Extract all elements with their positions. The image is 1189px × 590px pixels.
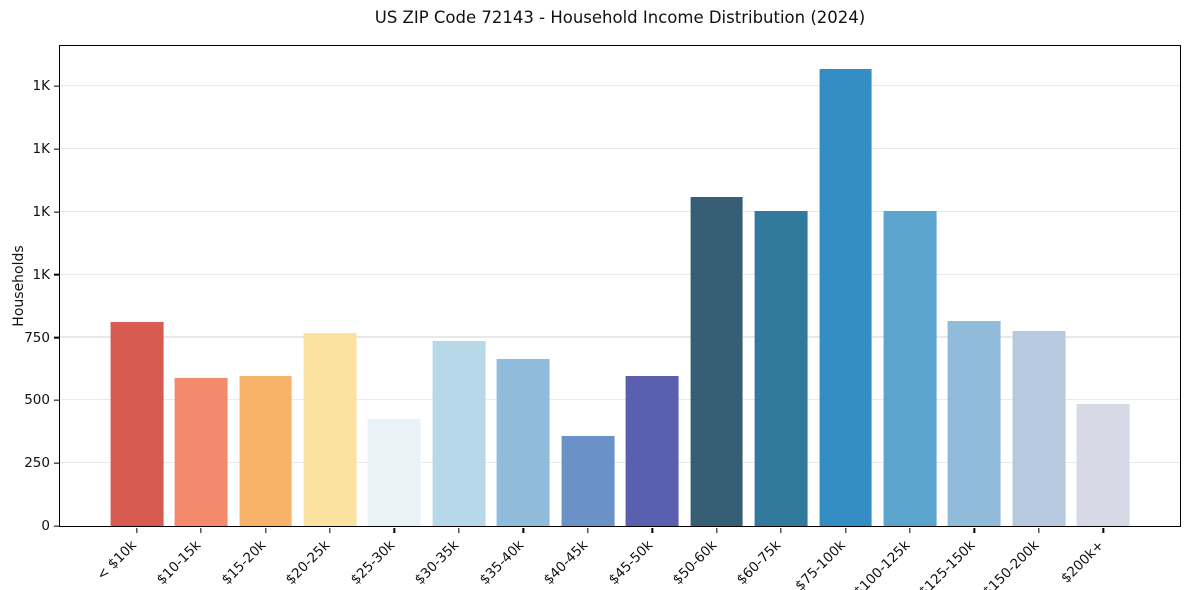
x-tick-label: $35-40k	[476, 537, 527, 589]
y-tick-label: 1K	[32, 266, 50, 283]
x-tick-label: $20-25k	[282, 537, 334, 589]
x-tick-mark	[264, 527, 267, 533]
y-tick-label: 1K	[32, 78, 50, 95]
x-tick-mark	[844, 527, 847, 533]
y-gridline	[60, 273, 1180, 275]
x-tick-label: $60-75k	[734, 537, 785, 589]
y-tick-mark	[53, 148, 59, 150]
y-tick-mark	[53, 525, 59, 527]
x-tick-mark	[651, 527, 653, 533]
x-tick-mark	[1038, 527, 1040, 533]
bar	[754, 210, 808, 526]
x-tick-label: < $10k	[94, 537, 141, 584]
bar	[948, 321, 1001, 526]
x-tick-label: $50-60k	[669, 537, 721, 589]
bar	[496, 358, 550, 526]
y-gridline	[60, 85, 1180, 87]
y-tick-label: 750	[24, 329, 50, 346]
y-gridline	[60, 210, 1180, 212]
x-tick-label: $100-125k	[850, 537, 914, 590]
y-axis-label: Households	[11, 245, 27, 327]
bar	[432, 341, 486, 526]
x-tick-mark	[136, 527, 138, 533]
x-tick-mark	[393, 527, 396, 533]
bar	[303, 332, 357, 526]
x-tick-label: $125-150k	[915, 537, 979, 590]
x-tick-mark	[973, 527, 976, 533]
bar	[819, 68, 872, 526]
x-tick-label: $25-30k	[347, 537, 399, 589]
x-tick-label: $10-15k	[154, 537, 205, 589]
x-tick-mark	[909, 527, 911, 533]
bar	[883, 210, 937, 526]
y-tick-label: 250	[24, 455, 50, 472]
bar	[174, 377, 228, 526]
x-tick-mark	[1102, 527, 1104, 533]
bar	[625, 376, 679, 526]
x-tick-mark	[522, 527, 524, 533]
x-tick-mark	[780, 527, 782, 533]
y-gridline	[60, 399, 1180, 401]
bar	[368, 419, 421, 526]
y-tick-mark	[53, 85, 59, 87]
plot-area: 0 250 500 750 1K 1K 1K 1K < $10k $10-15k $15-20k $2…	[24, 45, 1181, 590]
y-tick-mark	[53, 274, 59, 276]
bar	[1076, 404, 1130, 526]
x-tick-label: $45-50k	[605, 537, 656, 589]
x-tick-mark	[587, 527, 589, 533]
x-tick-label: $15-20k	[218, 537, 270, 589]
x-tick-mark	[200, 527, 202, 533]
bar	[110, 322, 164, 526]
y-tick-label: 500	[24, 392, 50, 409]
y-gridline	[60, 336, 1180, 338]
chart-title: US ZIP Code 72143 - Household Income Dis…	[374, 8, 866, 27]
y-tick-mark	[53, 399, 59, 402]
bar	[561, 435, 615, 526]
y-gridline	[60, 462, 1180, 464]
x-tick-label: $75-100k	[792, 537, 850, 590]
bar	[239, 376, 292, 526]
bar	[1012, 331, 1066, 526]
x-tick-label: $150-200k	[979, 537, 1043, 590]
y-tick-label: 1K	[32, 203, 50, 220]
x-tick-mark	[329, 527, 331, 533]
x-tick-label: $30-35k	[411, 537, 463, 589]
y-tick-mark	[53, 211, 59, 213]
y-tick-label: 1K	[32, 141, 50, 158]
y-tick-mark	[53, 336, 59, 339]
y-gridline	[60, 147, 1180, 150]
x-tick-mark	[716, 527, 718, 533]
bar	[690, 196, 744, 526]
y-tick-label: 0	[41, 518, 50, 534]
x-tick-label: $40-45k	[540, 537, 592, 589]
x-tick-mark	[458, 527, 460, 533]
y-tick-mark	[53, 462, 59, 464]
x-tick-label: $200k+	[1057, 537, 1107, 587]
